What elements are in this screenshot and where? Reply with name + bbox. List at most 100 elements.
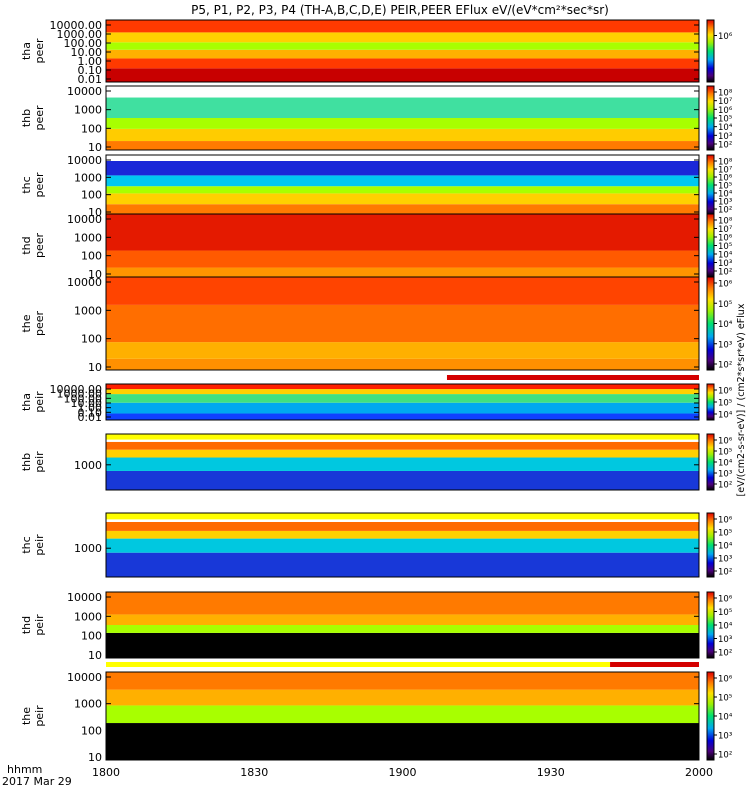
panel-thd-peer: 10 100 1000 10000 thd peer 10²10³10⁴10⁵10⁶10⁷1… <box>20 213 733 281</box>
panel-label-probe: tha <box>20 393 33 411</box>
colorbar-tick-label: 10⁸ <box>718 217 733 227</box>
spectrogram-band <box>106 277 699 305</box>
panel-label: the peir <box>20 705 46 727</box>
panel-label-product: peer <box>33 233 46 259</box>
colorbar-tick-label: 10² <box>718 141 732 151</box>
y-tick-label: 1000.00 <box>57 28 103 41</box>
colorbar-tick-label: 10² <box>718 481 732 491</box>
figure-title: P5, P1, P2, P3, P4 (TH-A,B,C,D,E) PEIR,P… <box>191 3 609 17</box>
panel-label-probe: thc <box>20 536 33 553</box>
panel-frame <box>105 19 700 83</box>
spectrogram-band <box>106 457 699 471</box>
spectrogram-band <box>106 413 699 420</box>
colorbar-tick-label: 10³ <box>718 132 732 142</box>
x-tick-label: 1830 <box>240 766 268 779</box>
colorbar <box>706 383 715 421</box>
panel-label: thc peir <box>20 534 46 556</box>
colorbar-tick-label: 10⁵ <box>718 115 732 125</box>
y-tick-label: 10.00 <box>71 46 103 59</box>
colorbar <box>706 19 715 83</box>
panel-label: thd peer <box>20 233 46 259</box>
y-tick-label: 1000 <box>74 231 102 244</box>
panel-thc-peir: 1000 thc peir 10² 10³ 10⁴ 10⁵ 10⁶ <box>20 512 733 578</box>
panel-label-probe: thb <box>20 453 33 471</box>
y-tick-label: 1000 <box>74 542 102 555</box>
colorbar-tick-label: 10⁴ <box>718 190 733 200</box>
panel-label-product: peer <box>33 105 46 131</box>
colorbar-tick-label: 10⁴ <box>718 459 733 469</box>
colorbar-tick-label: 10⁵ <box>718 242 732 252</box>
panel-label-product: peer <box>33 311 46 337</box>
y-tick-label: 10 <box>88 206 102 219</box>
spectrogram-band <box>106 68 699 82</box>
y-tick-label: 0.01 <box>78 73 103 86</box>
spectrogram-band <box>106 723 699 760</box>
colorbar-tick-label: 10⁵ <box>718 300 732 310</box>
colorbar-tick-label: 10⁵ <box>718 529 732 539</box>
colorbar-tick-label: 10⁶ <box>718 280 733 290</box>
colorbar-tick-label: 10⁴ <box>718 622 733 632</box>
y-tick-label: 1000.00 <box>57 388 103 401</box>
spectrogram-band <box>106 342 699 359</box>
colorbar-tick-label: 10⁴ <box>718 713 733 723</box>
y-tick-label: 100 <box>81 189 102 202</box>
panel-frame <box>105 383 700 421</box>
y-tick-label: 10000 <box>67 671 102 684</box>
spectrogram-band <box>106 521 699 531</box>
spectrogram-band <box>106 530 699 539</box>
colorbar-tick-label: 10⁶ <box>718 595 733 605</box>
colorbar-tick-label: 10⁷ <box>718 225 733 235</box>
spectrogram-band <box>106 672 699 690</box>
x-tick-label: 2000 <box>685 766 713 779</box>
panel-label-probe: the <box>20 314 33 332</box>
spectrogram-band <box>106 632 699 658</box>
colorbar-tick-label: 10² <box>718 568 732 578</box>
spectrogram-band <box>106 705 699 724</box>
colorbar-tick-label: 10² <box>718 751 732 761</box>
panel-label-product: peir <box>33 391 46 413</box>
y-tick-label: 100 <box>81 122 102 135</box>
colorbar-tick-label: 10³ <box>718 259 732 269</box>
panel-label-product: peir <box>33 614 46 636</box>
panel-label-probe: tha <box>20 42 33 60</box>
quality-flag-bars <box>106 375 699 667</box>
spectrogram-band <box>106 394 699 403</box>
panel-thc-peer: 10 100 1000 10000 thc peer 10²10³10⁴10⁵10⁶10⁷1… <box>20 154 733 219</box>
colorbar-tick-label: 10⁶ <box>718 516 733 526</box>
spectrogram-band <box>106 175 699 187</box>
panel-thb-peer: 10 100 1000 10000 thb peer 10²10³10⁴10⁵10⁶10⁷1… <box>20 85 733 154</box>
colorbar-tick-label: 10³ <box>718 198 732 208</box>
spectrogram-band <box>106 470 699 490</box>
spectrogram-band <box>106 434 699 440</box>
spectrogram-band <box>106 86 699 98</box>
colorbar-tick-label: 10² <box>718 649 732 659</box>
colorbar-tick-label: 10⁶ <box>718 387 733 397</box>
colorbar <box>706 433 715 491</box>
y-tick-label: 10 <box>88 649 102 662</box>
panel-frame <box>105 591 700 659</box>
spectrogram-band <box>106 49 699 59</box>
spectrogram-band <box>106 141 699 150</box>
colorbar-tick-label: 10³ <box>718 635 732 645</box>
panel-frame <box>105 512 700 578</box>
colorbar-tick-label: 10⁴ <box>718 320 733 330</box>
colorbar-tick-label: 10⁸ <box>718 158 733 168</box>
colorbar-tick-label: 10⁶ <box>718 675 733 685</box>
colorbar <box>706 276 715 371</box>
colorbar <box>706 671 715 761</box>
colorbar-tick-label: 10³ <box>718 732 732 742</box>
spectrogram-band <box>106 97 699 118</box>
panel-label-product: peer <box>33 38 46 64</box>
colorbar-tick-label: 10⁵ <box>718 399 732 409</box>
spectrogram-band <box>106 592 699 615</box>
y-tick-label: 1.00 <box>78 402 103 415</box>
colorbar-tick-label: 10⁶ <box>718 437 733 447</box>
colorbar <box>706 154 715 216</box>
colorbar-tick-label: 10³ <box>718 555 732 565</box>
x-tick-label: 1900 <box>389 766 417 779</box>
panel-label-probe: thd <box>20 616 33 634</box>
panel-label-product: peer <box>33 172 46 198</box>
